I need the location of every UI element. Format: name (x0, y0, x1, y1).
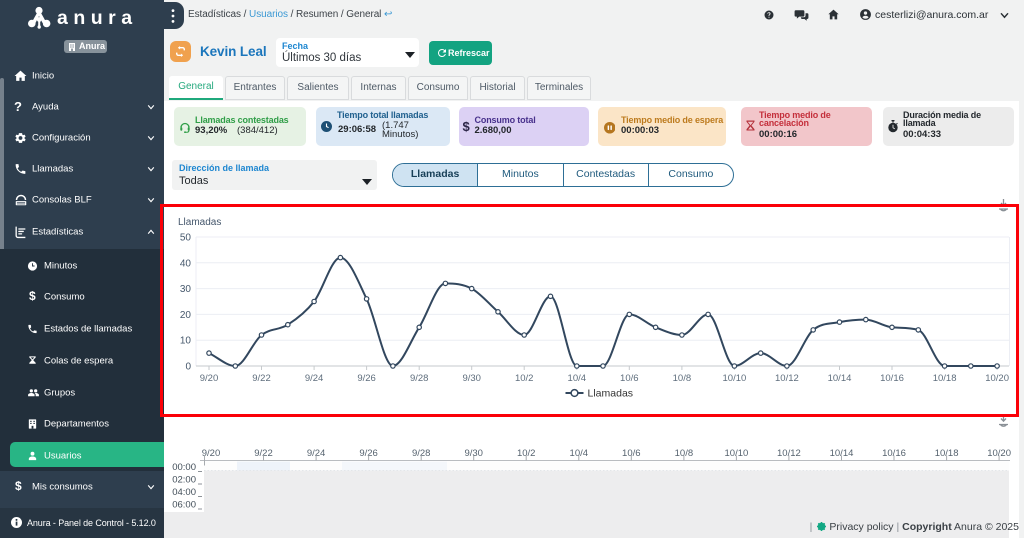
svg-text:20: 20 (180, 310, 192, 321)
svg-text:00:00: 00:00 (172, 462, 196, 473)
svg-text:10/20: 10/20 (985, 373, 1009, 384)
svg-text:10/10: 10/10 (723, 373, 747, 384)
svg-text:10/14: 10/14 (828, 373, 852, 384)
svg-text:10: 10 (180, 336, 192, 347)
svg-text:10/16: 10/16 (882, 448, 906, 459)
svg-text:10/18: 10/18 (933, 373, 957, 384)
svg-text:Llamadas: Llamadas (178, 217, 221, 228)
svg-text:9/22: 9/22 (252, 373, 271, 384)
svg-text:9/24: 9/24 (307, 448, 326, 459)
svg-text:9/30: 9/30 (464, 448, 483, 459)
svg-text:10/6: 10/6 (620, 373, 639, 384)
svg-text:10/10: 10/10 (725, 448, 749, 459)
svg-text:9/22: 9/22 (254, 448, 273, 459)
svg-text:10/2: 10/2 (517, 448, 536, 459)
svg-text:10/12: 10/12 (775, 373, 799, 384)
svg-text:9/24: 9/24 (305, 373, 324, 384)
svg-text:9/20: 9/20 (202, 448, 221, 459)
svg-text:9/28: 9/28 (410, 373, 429, 384)
svg-text:10/2: 10/2 (515, 373, 534, 384)
svg-text:02:00: 02:00 (172, 475, 196, 486)
svg-text:50: 50 (180, 233, 192, 244)
svg-text:10/8: 10/8 (673, 373, 692, 384)
svg-text:06:00: 06:00 (172, 500, 196, 511)
svg-text:0: 0 (185, 362, 191, 373)
svg-text:30: 30 (180, 284, 192, 295)
svg-text:10/20: 10/20 (987, 448, 1011, 459)
svg-text:10/4: 10/4 (570, 448, 589, 459)
svg-text:10/18: 10/18 (935, 448, 959, 459)
svg-text:9/26: 9/26 (359, 448, 378, 459)
svg-text:Llamadas: Llamadas (588, 388, 634, 400)
svg-text:10/16: 10/16 (880, 373, 904, 384)
svg-text:10/12: 10/12 (777, 448, 801, 459)
svg-text:9/30: 9/30 (462, 373, 481, 384)
svg-text:9/20: 9/20 (200, 373, 219, 384)
svg-text:04:00: 04:00 (172, 487, 196, 498)
svg-text:9/26: 9/26 (357, 373, 376, 384)
svg-text:10/6: 10/6 (622, 448, 641, 459)
svg-text:40: 40 (180, 258, 192, 269)
svg-text:10/4: 10/4 (568, 373, 587, 384)
svg-text:10/8: 10/8 (675, 448, 694, 459)
svg-text:10/14: 10/14 (830, 448, 854, 459)
svg-text:9/28: 9/28 (412, 448, 431, 459)
